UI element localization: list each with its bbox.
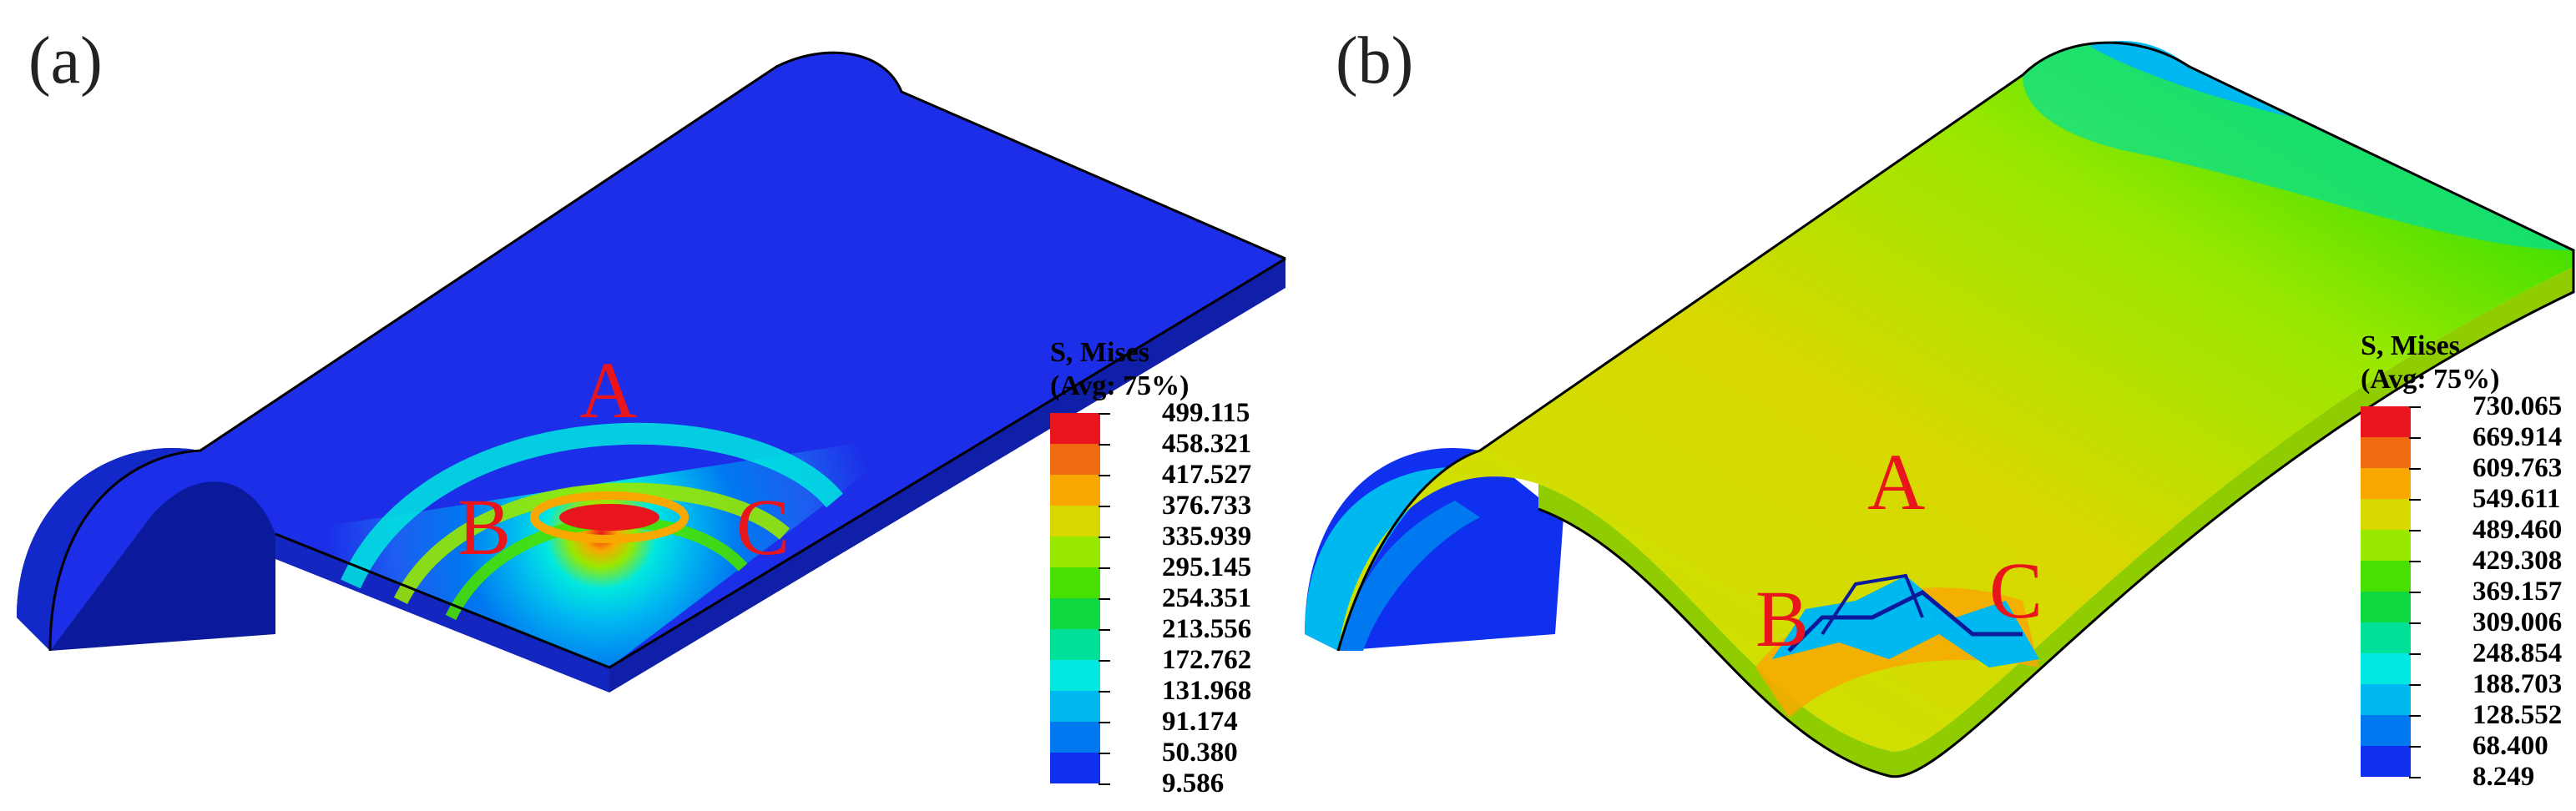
legend-subtitle: (Avg: 75%): [2361, 364, 2500, 395]
legend-swatch: [1050, 691, 1100, 722]
legend-tick: [1099, 753, 1110, 754]
legend-tick: [2409, 468, 2421, 470]
legend-tick: [1099, 567, 1110, 569]
legend-value: 9.586: [1162, 768, 1225, 798]
legend-value: 376.733: [1162, 491, 1252, 521]
panel-a-label: (a): [28, 24, 103, 98]
legend-swatch: [2361, 530, 2411, 561]
legend-value: 417.527: [1162, 460, 1252, 490]
point-label-c: C: [1989, 546, 2043, 635]
point-label-b: B: [1755, 574, 1810, 663]
legend-value: 131.968: [1162, 676, 1252, 706]
legend-tick: [1099, 475, 1110, 476]
legend-tick: [1099, 598, 1110, 600]
legend-swatch: [1050, 753, 1100, 783]
legend-swatch: [1050, 413, 1100, 444]
legend-swatches: [2361, 406, 2411, 777]
legend-value: 489.460: [2472, 515, 2563, 545]
legend-swatch: [2361, 406, 2411, 437]
legend-swatch: [1050, 722, 1100, 753]
legend-tick: [2409, 746, 2421, 748]
legend-swatch: [2361, 468, 2411, 499]
legend-tick: [1099, 506, 1110, 507]
legend-title: S, Mises: [2361, 330, 2460, 361]
legend-swatch: [1050, 598, 1100, 629]
legend-swatch: [2361, 746, 2411, 777]
legend-value: 458.321: [1162, 429, 1252, 459]
legend-swatches: [1050, 413, 1100, 783]
legend-value: 8.249: [2472, 762, 2535, 792]
legend-value: 248.854: [2472, 638, 2563, 668]
point-label-c: C: [736, 482, 790, 572]
legend-value: 499.115: [1162, 398, 1250, 428]
legend-swatch: [1050, 444, 1100, 475]
panel-b: (b) A B C S, Mises (Avg: 75%) 730.065 669…: [1288, 0, 2576, 811]
panel-a-fe-model: [17, 51, 1286, 693]
legend-value: 335.939: [1162, 521, 1252, 552]
legend-swatch: [1050, 629, 1100, 660]
legend-swatch: [1050, 475, 1100, 506]
legend-value: 50.380: [1162, 738, 1238, 768]
legend-value: 309.006: [2472, 607, 2563, 637]
panel-b-label: (b): [1336, 24, 1414, 98]
point-label-b: B: [457, 482, 512, 572]
legend-swatch: [2361, 499, 2411, 530]
legend-swatch: [1050, 506, 1100, 536]
legend-tick: [2409, 406, 2421, 408]
legend-title: S, Mises: [1050, 337, 1149, 368]
legend-tick: [2409, 715, 2421, 717]
legend-subtitle: (Avg: 75%): [1050, 370, 1190, 401]
legend-tick: [2409, 530, 2421, 531]
legend-tick: [1099, 444, 1110, 446]
legend-swatch: [2361, 684, 2411, 715]
legend-tick: [1099, 722, 1110, 723]
legend-value: 609.763: [2472, 453, 2563, 483]
legend-value: 669.914: [2472, 422, 2563, 452]
legend-tick: [2409, 622, 2421, 624]
legend-swatch: [2361, 715, 2411, 746]
legend-swatch: [2361, 561, 2411, 592]
panel-a-legend: S, Mises (Avg: 75%) 499.115 458.321 417.52…: [1050, 336, 1251, 798]
legend-value: 730.065: [2472, 391, 2563, 421]
panel-a: (a) A B C S, Mises (Avg: 75%) 499.115 458…: [17, 24, 1286, 798]
legend-swatch: [2361, 653, 2411, 684]
legend-tick: [2409, 437, 2421, 439]
panel-b-fe-model: [1305, 41, 2575, 778]
legend-tick: [2409, 499, 2421, 501]
legend-value: 213.556: [1162, 614, 1252, 644]
legend-value: 549.611: [2472, 484, 2561, 514]
legend-tick: [1099, 783, 1110, 785]
legend-swatch: [1050, 660, 1100, 691]
legend-tick: [1099, 413, 1110, 415]
legend-value: 68.400: [2472, 731, 2548, 761]
point-label-a: A: [579, 345, 638, 435]
legend-tick: [2409, 653, 2421, 655]
legend-value: 369.157: [2472, 577, 2563, 607]
point-label-a: A: [1867, 437, 1926, 526]
legend-value: 188.703: [2472, 669, 2563, 699]
legend-value: 295.145: [1162, 552, 1252, 582]
legend-value: 172.762: [1162, 645, 1252, 675]
legend-swatch: [2361, 622, 2411, 653]
legend-swatch: [1050, 536, 1100, 567]
legend-tick: [1099, 536, 1110, 538]
legend-tick: [2409, 777, 2421, 778]
legend-value: 128.552: [2472, 700, 2563, 730]
legend-value: 254.351: [1162, 583, 1252, 613]
legend-value: 91.174: [1162, 707, 1238, 737]
legend-swatch: [1050, 567, 1100, 598]
panel-b-legend: S, Mises (Avg: 75%) 730.065 669.914 609.76…: [2361, 330, 2562, 791]
legend-tick: [2409, 684, 2421, 686]
legend-tick: [1099, 660, 1110, 662]
legend-tick: [2409, 592, 2421, 593]
legend-swatch: [2361, 592, 2411, 622]
legend-tick: [1099, 691, 1110, 693]
legend-tick: [1099, 629, 1110, 631]
legend-value: 429.308: [2472, 546, 2563, 576]
legend-swatch: [2361, 437, 2411, 468]
legend-tick: [2409, 561, 2421, 562]
